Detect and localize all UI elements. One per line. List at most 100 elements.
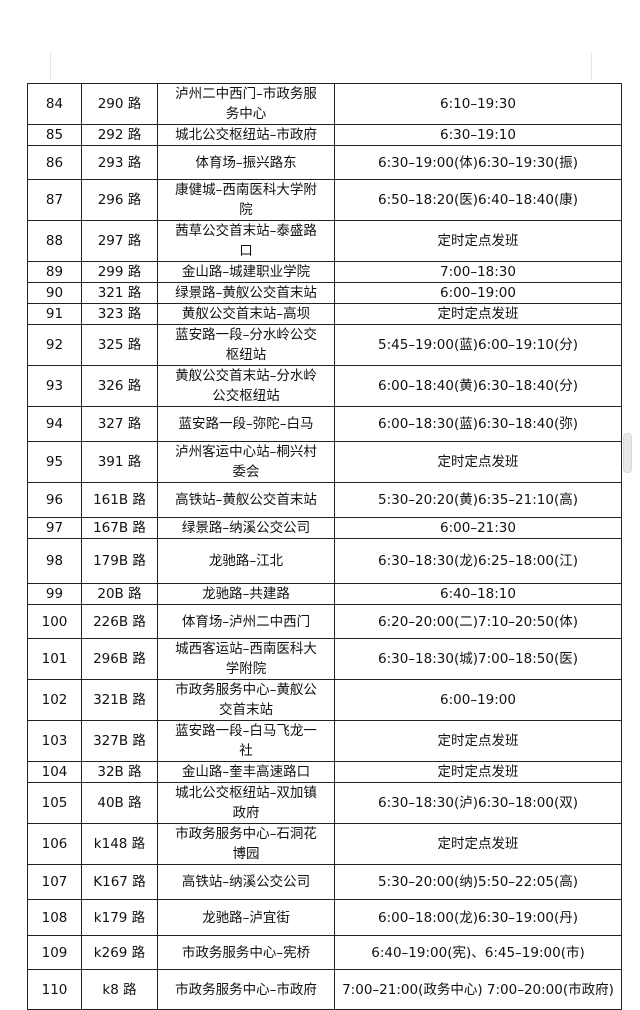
operating-hours-cell: 6:30–18:30(城)7:00–18:50(医) bbox=[334, 638, 622, 680]
operating-hours-cell: 定时定点发班 bbox=[334, 720, 622, 762]
route-cell: 绿景路–黄舣公交首末站 bbox=[157, 282, 335, 304]
row-number-cell: 107 bbox=[27, 864, 82, 900]
route-cell: 金山路–城建职业学院 bbox=[157, 261, 335, 283]
bus-line-cell: 296B 路 bbox=[81, 638, 158, 680]
operating-hours-cell: 5:30–20:20(黄)6:35–21:10(高) bbox=[334, 482, 622, 518]
bus-schedule-table: 84 290 路泸州二中西门–市政务服务中心 6:10–19:30 85 292 路城北… bbox=[27, 83, 622, 1010]
operating-hours-cell: 定时定点发班 bbox=[334, 220, 622, 262]
bus-line-cell: 32B 路 bbox=[81, 761, 158, 783]
row-number-cell: 87 bbox=[27, 179, 82, 221]
table-row: 101 296B 路城西客运站–西南医科大学附院 6:30–18:30(城)7:00… bbox=[27, 638, 622, 680]
route-cell: 康健城–西南医科大学附院 bbox=[157, 179, 335, 221]
table-row: 95 391 路泸州客运中心站–桐兴村委会 定时定点发班 bbox=[27, 441, 622, 483]
table-row: 102 321B 路市政务服务中心–黄舣公交首末站 6:00–19:00 bbox=[27, 679, 622, 721]
row-number-cell: 105 bbox=[27, 782, 82, 824]
route-cell: 黄舣公交首末站–分水岭公交枢纽站 bbox=[157, 365, 335, 407]
bus-line-cell: 296 路 bbox=[81, 179, 158, 221]
route-cell: 蓝安路一段–白马飞龙一社 bbox=[157, 720, 335, 762]
operating-hours-cell: 6:30–19:10 bbox=[334, 124, 622, 146]
bus-line-cell: 299 路 bbox=[81, 261, 158, 283]
route-cell: 体育场–泸州二中西门 bbox=[157, 604, 335, 639]
row-number-cell: 100 bbox=[27, 604, 82, 639]
table-row: 91 323 路黄舣公交首末站–高坝 定时定点发班 bbox=[27, 303, 622, 325]
operating-hours-cell: 定时定点发班 bbox=[334, 823, 622, 865]
table-row: 87 296 路康健城–西南医科大学附院 6:50–18:20(医)6:40–18:… bbox=[27, 179, 622, 221]
route-cell: 市政务服务中心–宪桥 bbox=[157, 935, 335, 970]
operating-hours-cell: 定时定点发班 bbox=[334, 303, 622, 325]
row-number-cell: 90 bbox=[27, 282, 82, 304]
row-number-cell: 108 bbox=[27, 899, 82, 936]
bus-line-cell: k179 路 bbox=[81, 899, 158, 936]
table-row: 90 321 路绿景路–黄舣公交首末站 6:00–19:00 bbox=[27, 282, 622, 304]
operating-hours-cell: 6:40–18:10 bbox=[334, 583, 622, 605]
table-row: 97 167B 路绿景路–纳溪公交公司 6:00–21:30 bbox=[27, 517, 622, 539]
operating-hours-cell: 6:40–19:00(宪)、6:45–19:00(市) bbox=[334, 935, 622, 970]
operating-hours-cell: 6:10–19:30 bbox=[334, 83, 622, 125]
row-number-cell: 97 bbox=[27, 517, 82, 539]
operating-hours-cell: 6:50–18:20(医)6:40–18:40(康) bbox=[334, 179, 622, 221]
operating-hours-cell: 6:00–19:00 bbox=[334, 282, 622, 304]
table-row: 104 32B 路金山路–奎丰高速路口 定时定点发班 bbox=[27, 761, 622, 783]
row-number-cell: 88 bbox=[27, 220, 82, 262]
row-number-cell: 99 bbox=[27, 583, 82, 605]
route-cell: 高铁站–黄舣公交首末站 bbox=[157, 482, 335, 518]
row-number-cell: 92 bbox=[27, 324, 82, 366]
table-row: 110 k8 路市政务服务中心–市政府 7:00–21:00(政务中心) 7:00–… bbox=[27, 969, 622, 1010]
bus-line-cell: 321 路 bbox=[81, 282, 158, 304]
table-row: 99 20B 路龙驰路–共建路 6:40–18:10 bbox=[27, 583, 622, 605]
row-number-cell: 101 bbox=[27, 638, 82, 680]
bus-line-cell: 327 路 bbox=[81, 406, 158, 442]
bus-line-cell: 321B 路 bbox=[81, 679, 158, 721]
bus-line-cell: 325 路 bbox=[81, 324, 158, 366]
bus-line-cell: 323 路 bbox=[81, 303, 158, 325]
bus-line-cell: K167 路 bbox=[81, 864, 158, 900]
table-row: 103 327B 路蓝安路一段–白马飞龙一社 定时定点发班 bbox=[27, 720, 622, 762]
route-cell: 绿景路–纳溪公交公司 bbox=[157, 517, 335, 539]
route-cell: 城北公交枢纽站–市政府 bbox=[157, 124, 335, 146]
operating-hours-cell: 5:45–19:00(蓝)6:00–19:10(分) bbox=[334, 324, 622, 366]
row-number-cell: 86 bbox=[27, 145, 82, 180]
route-cell: 龙驰路–泸宜街 bbox=[157, 899, 335, 936]
row-number-cell: 89 bbox=[27, 261, 82, 283]
route-cell: 城北公交枢纽站–双加镇政府 bbox=[157, 782, 335, 824]
route-cell: 金山路–奎丰高速路口 bbox=[157, 761, 335, 783]
bus-line-cell: 290 路 bbox=[81, 83, 158, 125]
row-number-cell: 109 bbox=[27, 935, 82, 970]
bus-line-cell: k8 路 bbox=[81, 969, 158, 1010]
row-number-cell: 103 bbox=[27, 720, 82, 762]
operating-hours-cell: 6:30–18:30(龙)6:25–18:00(江) bbox=[334, 538, 622, 584]
route-cell: 体育场–振兴路东 bbox=[157, 145, 335, 180]
bus-line-cell: 391 路 bbox=[81, 441, 158, 483]
table-row: 105 40B 路城北公交枢纽站–双加镇政府 6:30–18:30(泸)6:30–1… bbox=[27, 782, 622, 824]
row-number-cell: 84 bbox=[27, 83, 82, 125]
table-row: 85 292 路城北公交枢纽站–市政府 6:30–19:10 bbox=[27, 124, 622, 146]
route-cell: 龙驰路–江北 bbox=[157, 538, 335, 584]
operating-hours-cell: 6:00–21:30 bbox=[334, 517, 622, 539]
bus-line-cell: 20B 路 bbox=[81, 583, 158, 605]
bus-line-cell: 297 路 bbox=[81, 220, 158, 262]
row-number-cell: 104 bbox=[27, 761, 82, 783]
route-cell: 黄舣公交首末站–高坝 bbox=[157, 303, 335, 325]
table-row: 108 k179 路龙驰路–泸宜街 6:00–18:00(龙)6:30–19:00(… bbox=[27, 899, 622, 936]
operating-hours-cell: 6:00–18:00(龙)6:30–19:00(丹) bbox=[334, 899, 622, 936]
route-cell: 泸州二中西门–市政务服务中心 bbox=[157, 83, 335, 125]
scrollbar[interactable] bbox=[623, 433, 632, 473]
table-row: 84 290 路泸州二中西门–市政务服务中心 6:10–19:30 bbox=[27, 83, 622, 125]
bus-line-cell: k148 路 bbox=[81, 823, 158, 865]
route-cell: 城西客运站–西南医科大学附院 bbox=[157, 638, 335, 680]
page-top-frame bbox=[50, 52, 592, 80]
row-number-cell: 93 bbox=[27, 365, 82, 407]
row-number-cell: 102 bbox=[27, 679, 82, 721]
operating-hours-cell: 5:30–20:00(纳)5:50–22:05(高) bbox=[334, 864, 622, 900]
route-cell: 泸州客运中心站–桐兴村委会 bbox=[157, 441, 335, 483]
table-row: 89 299 路金山路–城建职业学院 7:00–18:30 bbox=[27, 261, 622, 283]
operating-hours-cell: 6:00–19:00 bbox=[334, 679, 622, 721]
table-row: 94 327 路蓝安路一段–弥陀–白马 6:00–18:30(蓝)6:30–18:4… bbox=[27, 406, 622, 442]
row-number-cell: 106 bbox=[27, 823, 82, 865]
bus-line-cell: 161B 路 bbox=[81, 482, 158, 518]
bus-line-cell: 327B 路 bbox=[81, 720, 158, 762]
table-row: 109 k269 路市政务服务中心–宪桥 6:40–19:00(宪)、6:45–19… bbox=[27, 935, 622, 970]
table-row: 107 K167 路高铁站–纳溪公交公司 5:30–20:00(纳)5:50–22:… bbox=[27, 864, 622, 900]
operating-hours-cell: 6:00–18:30(蓝)6:30–18:40(弥) bbox=[334, 406, 622, 442]
bus-line-cell: 179B 路 bbox=[81, 538, 158, 584]
